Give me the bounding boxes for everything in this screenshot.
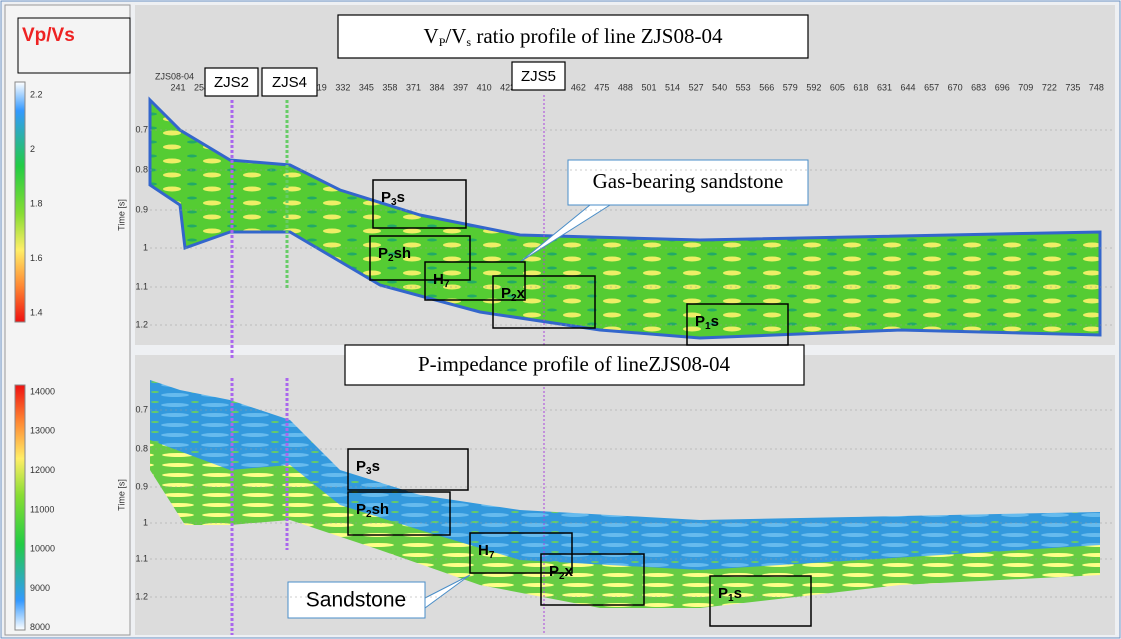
time-tick-label: 0.9 — [135, 204, 148, 214]
horizon-label: P2sh — [378, 245, 411, 264]
impedance-scale-label: 10000 — [30, 544, 55, 554]
bottom-title: P-impedance profile of lineZJS08-04 — [418, 352, 731, 376]
trace-label: 566 — [759, 82, 774, 92]
trace-label: 709 — [1018, 82, 1033, 92]
horizon-base: P — [718, 585, 728, 602]
horizon-suffix: s — [734, 585, 742, 602]
impedance-scale-label: 11000 — [30, 504, 54, 514]
impedance-scale-label: 12000 — [30, 465, 55, 475]
time-tick-label: 1.2 — [135, 319, 148, 329]
t: /V — [445, 24, 466, 48]
trace-label: 618 — [853, 82, 868, 92]
trace-label: 462 — [571, 82, 586, 92]
well-label: ZJS2 — [214, 74, 249, 91]
well-label: ZJS5 — [521, 68, 556, 85]
t: V — [424, 24, 439, 48]
trace-label: 514 — [665, 82, 680, 92]
vpvs-scale-label: 1.8 — [30, 198, 43, 208]
time-tick-label: 0.7 — [135, 404, 148, 414]
trace-label: 670 — [948, 82, 963, 92]
vpvs-scale-label: 1.4 — [30, 307, 43, 317]
trace-label: 657 — [924, 82, 939, 92]
horizon-suffix: s — [372, 458, 380, 475]
line-label: ZJS08-04 — [155, 71, 194, 81]
trace-label: 735 — [1065, 82, 1080, 92]
logo-label: Vp/Vs — [22, 25, 75, 46]
horizon-base: P — [378, 245, 388, 262]
trace-label: 540 — [712, 82, 727, 92]
impedance-colorbar — [15, 385, 25, 630]
vpvs-scale-label: 1.6 — [30, 253, 43, 263]
time-tick-label: 0.7 — [135, 124, 148, 134]
trace-label: 644 — [901, 82, 916, 92]
horizon-base: P — [501, 285, 511, 302]
trace-label: 488 — [618, 82, 633, 92]
time-tick-label: 0.8 — [135, 443, 148, 453]
trace-label: 748 — [1089, 82, 1104, 92]
time-tick-label: 0.9 — [135, 481, 148, 491]
impedance-scale-label: 8000 — [30, 622, 50, 632]
trace-label: 501 — [641, 82, 656, 92]
horizon-suffix: s — [397, 189, 405, 206]
trace-label: 631 — [877, 82, 892, 92]
trace-label: 397 — [453, 82, 468, 92]
time-axis-label: Time [s] — [116, 479, 126, 511]
horizon-suffix: x — [517, 285, 526, 302]
horizon-suffix: sh — [394, 245, 412, 262]
trace-label: 722 — [1042, 82, 1057, 92]
trace-label: 579 — [783, 82, 798, 92]
time-tick-label: 1.2 — [135, 591, 148, 601]
horizon-base: P — [549, 563, 559, 580]
horizon-suffix: x — [565, 563, 574, 580]
horizon-base: P — [381, 189, 391, 206]
horizon-label: P2sh — [356, 501, 389, 520]
trace-label: 605 — [830, 82, 845, 92]
trace-label: 358 — [382, 82, 397, 92]
trace-label: 683 — [971, 82, 986, 92]
trace-label: 592 — [806, 82, 821, 92]
trace-label: 410 — [477, 82, 492, 92]
trace-label: 371 — [406, 82, 421, 92]
horizon-base: H — [478, 542, 489, 559]
screenshot: 2412542672802933063193323453583713843974… — [0, 0, 1121, 639]
impedance-scale-label: 14000 — [30, 386, 55, 396]
t: ratio profile of line ZJS08-04 — [471, 24, 723, 48]
sand-text: Sandstone — [306, 589, 406, 612]
impedance-scale-label: 13000 — [30, 426, 55, 436]
time-tick-label: 1 — [143, 242, 148, 252]
horizon-base: H — [433, 271, 444, 288]
trace-label: 475 — [594, 82, 609, 92]
vpvs-colorbar — [15, 82, 25, 322]
horizon-sub: 7 — [444, 279, 450, 290]
horizon-sub: 7 — [489, 550, 495, 561]
time-axis-label: Time [s] — [116, 199, 126, 231]
time-tick-label: 1.1 — [135, 553, 148, 563]
vpvs-scale-label: 2 — [30, 144, 35, 154]
trace-label: 345 — [359, 82, 374, 92]
vpvs-scale-label: 2.2 — [30, 89, 43, 99]
trace-label: 241 — [170, 82, 185, 92]
trace-label: 527 — [689, 82, 704, 92]
trace-label: 553 — [736, 82, 751, 92]
horizon-suffix: sh — [372, 501, 390, 518]
impedance-scale-label: 9000 — [30, 583, 50, 593]
trace-label: 384 — [430, 82, 445, 92]
trace-label: 332 — [335, 82, 350, 92]
time-tick-label: 1.1 — [135, 281, 148, 291]
horizon-base: P — [356, 458, 366, 475]
well-label: ZJS4 — [272, 74, 307, 91]
horizon-base: P — [356, 501, 366, 518]
time-tick-label: 0.8 — [135, 164, 148, 174]
horizon-base: P — [695, 313, 705, 330]
gas-text: Gas-bearing sandstone — [593, 169, 784, 193]
horizon-suffix: s — [711, 313, 719, 330]
time-tick-label: 1 — [143, 517, 148, 527]
trace-label: 696 — [995, 82, 1010, 92]
